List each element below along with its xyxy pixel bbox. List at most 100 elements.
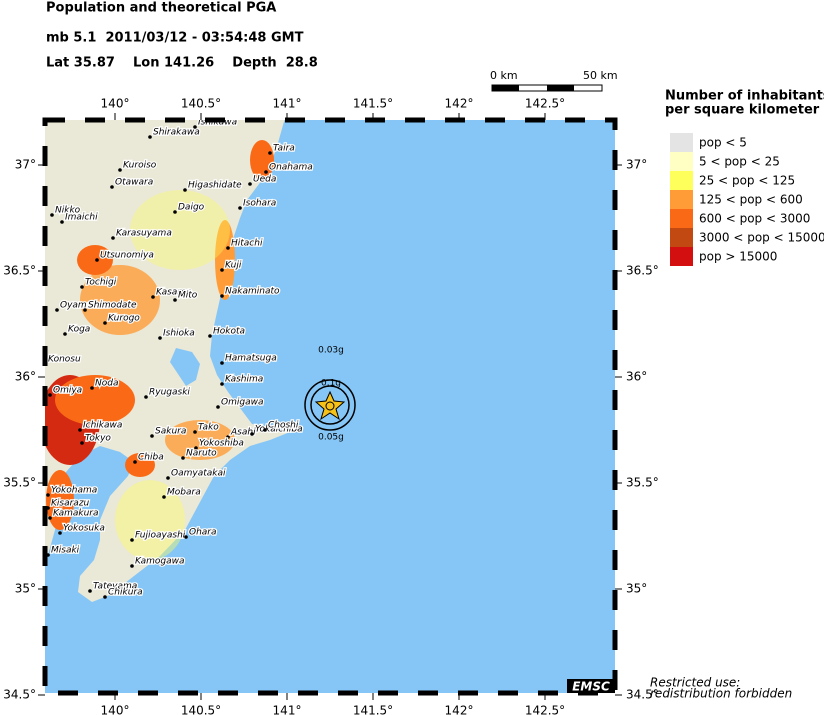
city-label: Chikura bbox=[108, 588, 143, 598]
city-label: Higashidate bbox=[188, 181, 242, 191]
legend-label: 5 < pop < 25 bbox=[699, 155, 780, 169]
city-dot bbox=[48, 393, 52, 397]
city-dot bbox=[158, 336, 162, 340]
city-label: Nikko bbox=[55, 206, 81, 216]
city-dot bbox=[103, 321, 107, 325]
city-label: Misaki bbox=[51, 546, 80, 556]
city-label: Onahama bbox=[269, 163, 313, 173]
city-label: Mito bbox=[178, 291, 198, 301]
city-dot bbox=[263, 428, 267, 432]
city-dot bbox=[151, 295, 155, 299]
city-label: Tochigi bbox=[85, 278, 117, 288]
city-dot bbox=[193, 125, 197, 129]
legend-swatch bbox=[670, 247, 693, 266]
city-dot bbox=[133, 460, 137, 464]
lon-label: 142° bbox=[445, 704, 474, 715]
city-dot bbox=[63, 332, 67, 336]
event-line: mb 5.1 2011/03/12 - 03:54:48 GMT bbox=[46, 31, 304, 46]
footer: redistribution forbidden bbox=[650, 687, 792, 701]
lon-label: 140.5° bbox=[181, 97, 221, 111]
city-dot bbox=[48, 516, 52, 520]
city-dot bbox=[144, 395, 148, 399]
city-label: Kamakura bbox=[53, 509, 99, 519]
city-label: Kisarazu bbox=[51, 499, 90, 509]
city-dot bbox=[181, 456, 185, 460]
city-label: Yokaichiba bbox=[255, 425, 303, 435]
city-label: Ishikawa bbox=[198, 118, 237, 128]
city-label: Kuji bbox=[225, 261, 242, 271]
city-label: Ryugaski bbox=[149, 388, 190, 398]
city-dot bbox=[216, 405, 220, 409]
city-dot bbox=[46, 493, 50, 497]
legend-swatch bbox=[670, 228, 693, 247]
city-dot bbox=[80, 285, 84, 289]
city-dot bbox=[130, 564, 134, 568]
city-dot bbox=[220, 361, 224, 365]
lat-label: 34.5° bbox=[3, 688, 36, 702]
city-label: Hitachi bbox=[231, 239, 263, 249]
title: Population and theoretical PGA bbox=[46, 1, 276, 16]
legend-title: Number of inhabitants bbox=[665, 89, 824, 104]
city-dot bbox=[162, 495, 166, 499]
legend-label: 25 < pop < 125 bbox=[699, 174, 795, 188]
city-label: Kasama bbox=[156, 288, 192, 298]
city-dot bbox=[150, 434, 154, 438]
lon-label: 141.5° bbox=[353, 704, 393, 715]
city-label: Kashima bbox=[225, 375, 263, 385]
city-label: Isohara bbox=[243, 199, 276, 209]
epicenter bbox=[304, 379, 356, 431]
city-label: Noda bbox=[95, 379, 118, 389]
city-label: Nakaminato bbox=[225, 287, 280, 297]
lon-label: 142.5° bbox=[525, 704, 565, 715]
city-dot bbox=[268, 151, 272, 155]
lat-label: 35.5° bbox=[626, 476, 659, 490]
scale-bar bbox=[491, 84, 603, 92]
city-dot bbox=[208, 334, 212, 338]
lat-label: 35.5° bbox=[3, 476, 36, 490]
city-dot bbox=[50, 213, 54, 217]
legend-swatch bbox=[670, 133, 693, 152]
city-dot bbox=[250, 432, 254, 436]
city-label: Hamatsuga bbox=[225, 354, 277, 364]
city-label: Kamogawa bbox=[135, 557, 184, 567]
city-label: Fujioayashi bbox=[135, 531, 186, 541]
city-dot bbox=[55, 308, 59, 312]
city-dot bbox=[184, 535, 188, 539]
city-label: Choshi bbox=[268, 421, 299, 431]
lon-label: 140° bbox=[101, 704, 130, 715]
lon-label: 142° bbox=[445, 97, 474, 111]
city-dot bbox=[264, 170, 268, 174]
scale-start: 0 km bbox=[490, 69, 518, 82]
footer: Restricted use: bbox=[650, 676, 740, 690]
lat-label: 36.5° bbox=[626, 264, 659, 278]
city-dot bbox=[226, 246, 230, 250]
city-label: Utsunomiya bbox=[100, 251, 154, 261]
city-label: Sakura bbox=[155, 427, 186, 437]
frame bbox=[42, 117, 618, 696]
city-label: Yokoshiba bbox=[199, 439, 244, 449]
city-label: Mobara bbox=[167, 488, 201, 498]
city-label: Yokohama bbox=[51, 486, 97, 496]
city-label: Ishioka bbox=[163, 329, 195, 339]
legend-label: 600 < pop < 3000 bbox=[699, 212, 810, 226]
city-label: Otawara bbox=[115, 178, 153, 188]
pga-label: 0.1g bbox=[321, 379, 341, 389]
location-line: Lat 35.87 Lon 141.26 Depth 28.8 bbox=[46, 56, 318, 71]
city-dot bbox=[220, 382, 224, 386]
city-label: Ueda bbox=[253, 175, 276, 185]
legend-swatch bbox=[670, 190, 693, 209]
city-label: Koga bbox=[68, 325, 90, 335]
city-dot bbox=[103, 595, 107, 599]
scale-end: 50 km bbox=[583, 69, 618, 82]
lat-label: 35° bbox=[15, 582, 36, 596]
city-dot bbox=[220, 268, 224, 272]
city-dot bbox=[220, 294, 224, 298]
city-dot bbox=[238, 206, 242, 210]
city-label: Naruto bbox=[186, 449, 217, 459]
lat-label: 36° bbox=[15, 370, 36, 384]
city-label: Omiya bbox=[53, 386, 82, 396]
lat-label: 37° bbox=[15, 158, 36, 172]
lon-label: 141° bbox=[273, 97, 302, 111]
legend-swatch bbox=[670, 209, 693, 228]
city-label: Tako bbox=[198, 423, 219, 433]
